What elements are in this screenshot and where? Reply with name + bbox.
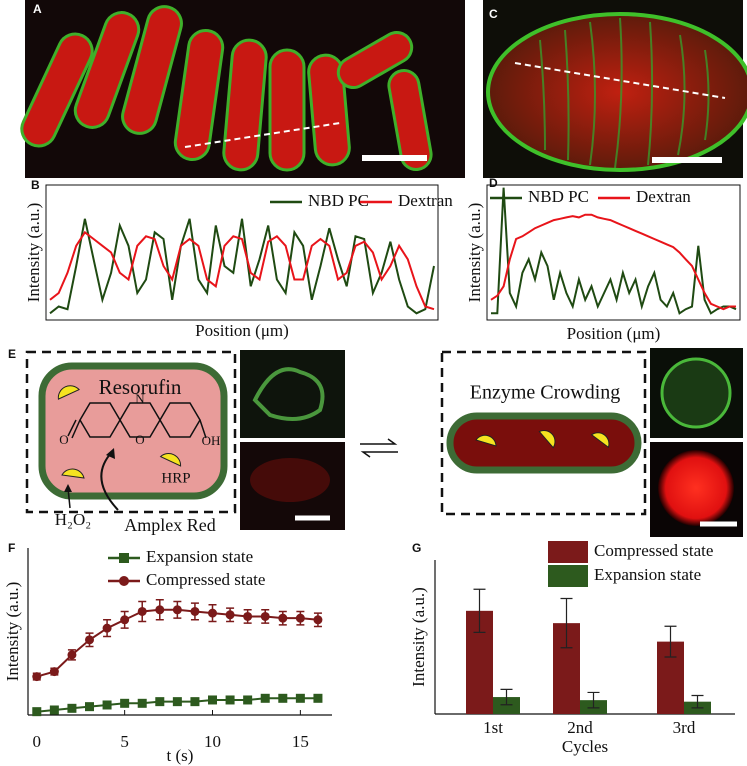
error-bar [664,625,677,658]
hrp-label: HRP [161,470,190,486]
marker [85,635,95,645]
series-line [490,213,736,311]
x-tick-label: 1st [483,718,503,737]
marker [172,697,182,707]
marker [190,697,200,707]
amplex-red-label: Amplex Red [124,515,216,535]
x-tick-label: 5 [120,732,129,751]
panel-label: B [31,178,40,192]
panel-label: A [33,2,42,16]
x-tick-label: 0 [33,732,42,751]
marker [243,695,253,705]
marker [67,650,77,660]
bar [493,697,520,714]
atom-n: N [135,391,145,406]
panel-label: C [489,7,498,21]
series-line [49,230,435,311]
legend-marker [119,576,129,586]
marker [208,695,218,705]
enzyme-crowding-label: Enzyme Crowding [470,382,621,404]
x-axis-label: Cycles [562,737,608,756]
marker [85,702,95,712]
plot-frame [45,184,439,321]
marker [155,697,165,707]
diagram-e: Resorufin N O O OH HRP H₂O₂ Amplex Red E… [25,348,743,537]
marker [32,707,42,717]
y-axis-label: Intensity (a.u.) [3,582,22,682]
marker [155,605,165,615]
marker [190,606,200,616]
marker [225,610,235,620]
legend-label: Dextran [636,187,691,206]
atom-oh: OH [202,433,221,448]
atom-o: O [135,432,144,447]
legend-label: Dextran [398,191,453,210]
marker [313,693,323,703]
y-axis-label: Intensity (a.u.) [24,203,43,303]
micrograph-c [483,0,747,178]
error-bar [587,691,600,709]
y-axis-label: Intensity (a.u.) [409,587,428,687]
marker [102,700,112,710]
error-bar [691,694,704,709]
marker [278,613,288,623]
atom-o: O [59,432,68,447]
marker [32,672,42,682]
panel-label: E [8,347,16,361]
marker [295,693,305,703]
legend-swatch [548,565,588,587]
resorufin-label: Resorufin [99,375,182,399]
marker [278,693,288,703]
legend-label: Expansion state [594,565,701,584]
marker [49,667,59,677]
legend-label: Expansion state [146,547,253,566]
marker [137,606,147,616]
marker [67,703,77,713]
marker [260,693,270,703]
micrograph-a [20,0,465,178]
h2o2-label: H₂O₂ [55,510,91,529]
y-axis-label: Intensity (a.u.) [465,203,484,303]
marker [208,608,218,618]
error-bar [560,597,573,649]
error-bar [500,688,513,706]
legend-label: NBD PC [308,191,369,210]
marker [49,705,59,715]
panel-label: D [489,176,498,190]
marker [120,698,130,708]
legend-label: NBD PC [528,187,589,206]
panel-label: F [8,541,15,555]
marker [313,615,323,625]
marker [172,605,182,615]
x-axis-label: Position (μm) [567,324,661,343]
marker [120,615,130,625]
x-axis-label: t (s) [167,746,194,765]
x-axis-label: Position (μm) [195,321,289,340]
legend-swatch [548,541,588,563]
x-tick-label: 15 [292,732,309,751]
marker [225,695,235,705]
error-bar [473,588,486,633]
marker [295,613,305,623]
marker [137,698,147,708]
panel-label: G [412,541,421,555]
series-line [36,608,318,678]
marker [260,611,270,621]
x-tick-label: 3rd [673,718,696,737]
marker [243,611,253,621]
series-line [491,187,737,315]
legend-label: Compressed state [146,570,265,589]
legend-label: Compressed state [594,541,713,560]
x-tick-label: 2nd [567,718,593,737]
legend-marker [119,553,129,563]
plot-frame [486,184,741,321]
x-tick-label: 10 [204,732,221,751]
marker [102,623,112,633]
